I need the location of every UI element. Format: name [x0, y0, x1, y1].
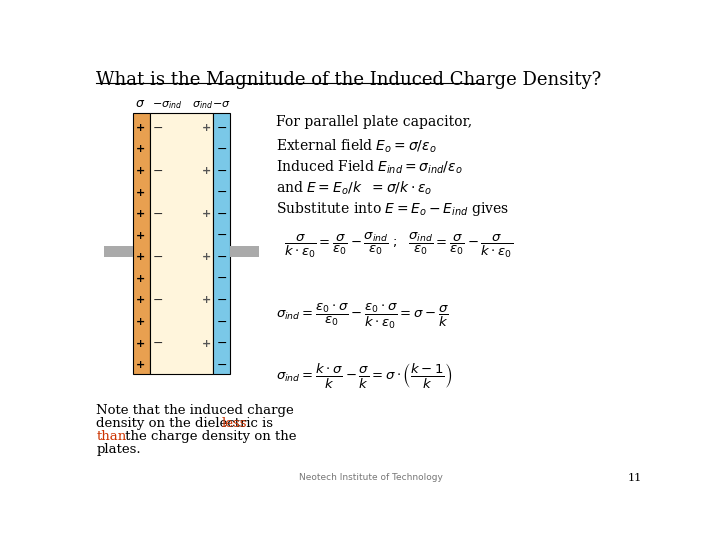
Text: $-\sigma_{ind}$: $-\sigma_{ind}$ — [153, 99, 183, 111]
Text: −: − — [217, 294, 227, 307]
Text: −: − — [217, 337, 227, 350]
Text: +: + — [202, 295, 211, 306]
Text: −: − — [153, 122, 163, 134]
Text: $-\sigma$: $-\sigma$ — [212, 99, 231, 109]
Text: $\dfrac{\sigma}{k \cdot \varepsilon_0} = \dfrac{\sigma}{\varepsilon_0} - \dfrac{: $\dfrac{\sigma}{k \cdot \varepsilon_0} =… — [284, 231, 513, 260]
Text: +: + — [202, 252, 211, 262]
Text: +: + — [136, 339, 145, 348]
Text: +: + — [136, 274, 145, 284]
Bar — [150, 112, 213, 374]
Text: +: + — [202, 123, 211, 133]
Text: External field $E_o = \sigma/\varepsilon_o$: External field $E_o = \sigma/\varepsilon… — [276, 138, 436, 156]
Text: +: + — [202, 166, 211, 176]
Text: −: − — [153, 208, 163, 221]
Bar — [213, 112, 230, 374]
Text: the charge density on the: the charge density on the — [121, 430, 297, 443]
Text: For parallel plate capacitor,: For parallel plate capacitor, — [276, 115, 472, 129]
Bar — [132, 112, 150, 374]
Text: +: + — [136, 145, 145, 154]
Text: −: − — [153, 251, 163, 264]
Text: −: − — [153, 337, 163, 350]
Text: +: + — [136, 166, 145, 176]
Text: +: + — [136, 187, 145, 198]
Text: −: − — [153, 165, 163, 178]
Text: +: + — [202, 209, 211, 219]
Text: −: − — [217, 359, 227, 372]
Text: What is the Magnitude of the Induced Charge Density?: What is the Magnitude of the Induced Cha… — [96, 71, 601, 89]
Text: −: − — [217, 143, 227, 156]
Text: +: + — [202, 339, 211, 348]
Text: +: + — [136, 209, 145, 219]
Bar — [104, 246, 132, 257]
Text: +: + — [136, 252, 145, 262]
Text: −: − — [217, 315, 227, 328]
Text: −: − — [217, 208, 227, 221]
Text: −: − — [217, 186, 227, 199]
Text: $\sigma_{ind}$: $\sigma_{ind}$ — [192, 99, 213, 111]
Text: −: − — [217, 165, 227, 178]
Text: −: − — [217, 272, 227, 285]
Text: −: − — [153, 294, 163, 307]
Text: $\sigma$: $\sigma$ — [135, 97, 145, 110]
Text: less: less — [222, 417, 247, 430]
Text: −: − — [217, 251, 227, 264]
Text: −: − — [217, 230, 227, 242]
Text: $\sigma_{ind} = \dfrac{k \cdot \sigma}{k} - \dfrac{\sigma}{k} = \sigma \cdot \le: $\sigma_{ind} = \dfrac{k \cdot \sigma}{k… — [276, 361, 452, 390]
Text: +: + — [136, 317, 145, 327]
Text: 11: 11 — [628, 473, 642, 483]
Text: +: + — [136, 360, 145, 370]
Text: Induced Field $E_{ind} = \sigma_{ind}/\varepsilon_o$: Induced Field $E_{ind} = \sigma_{ind}/\v… — [276, 159, 463, 176]
Text: than: than — [96, 430, 127, 443]
Text: +: + — [136, 295, 145, 306]
Text: Note that the induced charge: Note that the induced charge — [96, 403, 294, 416]
Text: density on the dielectric is: density on the dielectric is — [96, 417, 277, 430]
Text: +: + — [136, 231, 145, 241]
Text: Substitute into $E = E_o - E_{ind}$ gives: Substitute into $E = E_o - E_{ind}$ give… — [276, 200, 509, 218]
Bar — [230, 246, 259, 257]
Text: −: − — [217, 122, 227, 134]
Text: Neotech Institute of Technology: Neotech Institute of Technology — [300, 473, 443, 482]
Text: $\sigma_{ind} = \dfrac{\varepsilon_0 \cdot \sigma}{\varepsilon_0} - \dfrac{\vare: $\sigma_{ind} = \dfrac{\varepsilon_0 \cd… — [276, 302, 449, 331]
Text: and $E = E_o/k\ \ = \sigma/k \cdot \varepsilon_o$: and $E = E_o/k\ \ = \sigma/k \cdot \vare… — [276, 179, 433, 197]
Text: plates.: plates. — [96, 443, 141, 456]
Text: +: + — [136, 123, 145, 133]
